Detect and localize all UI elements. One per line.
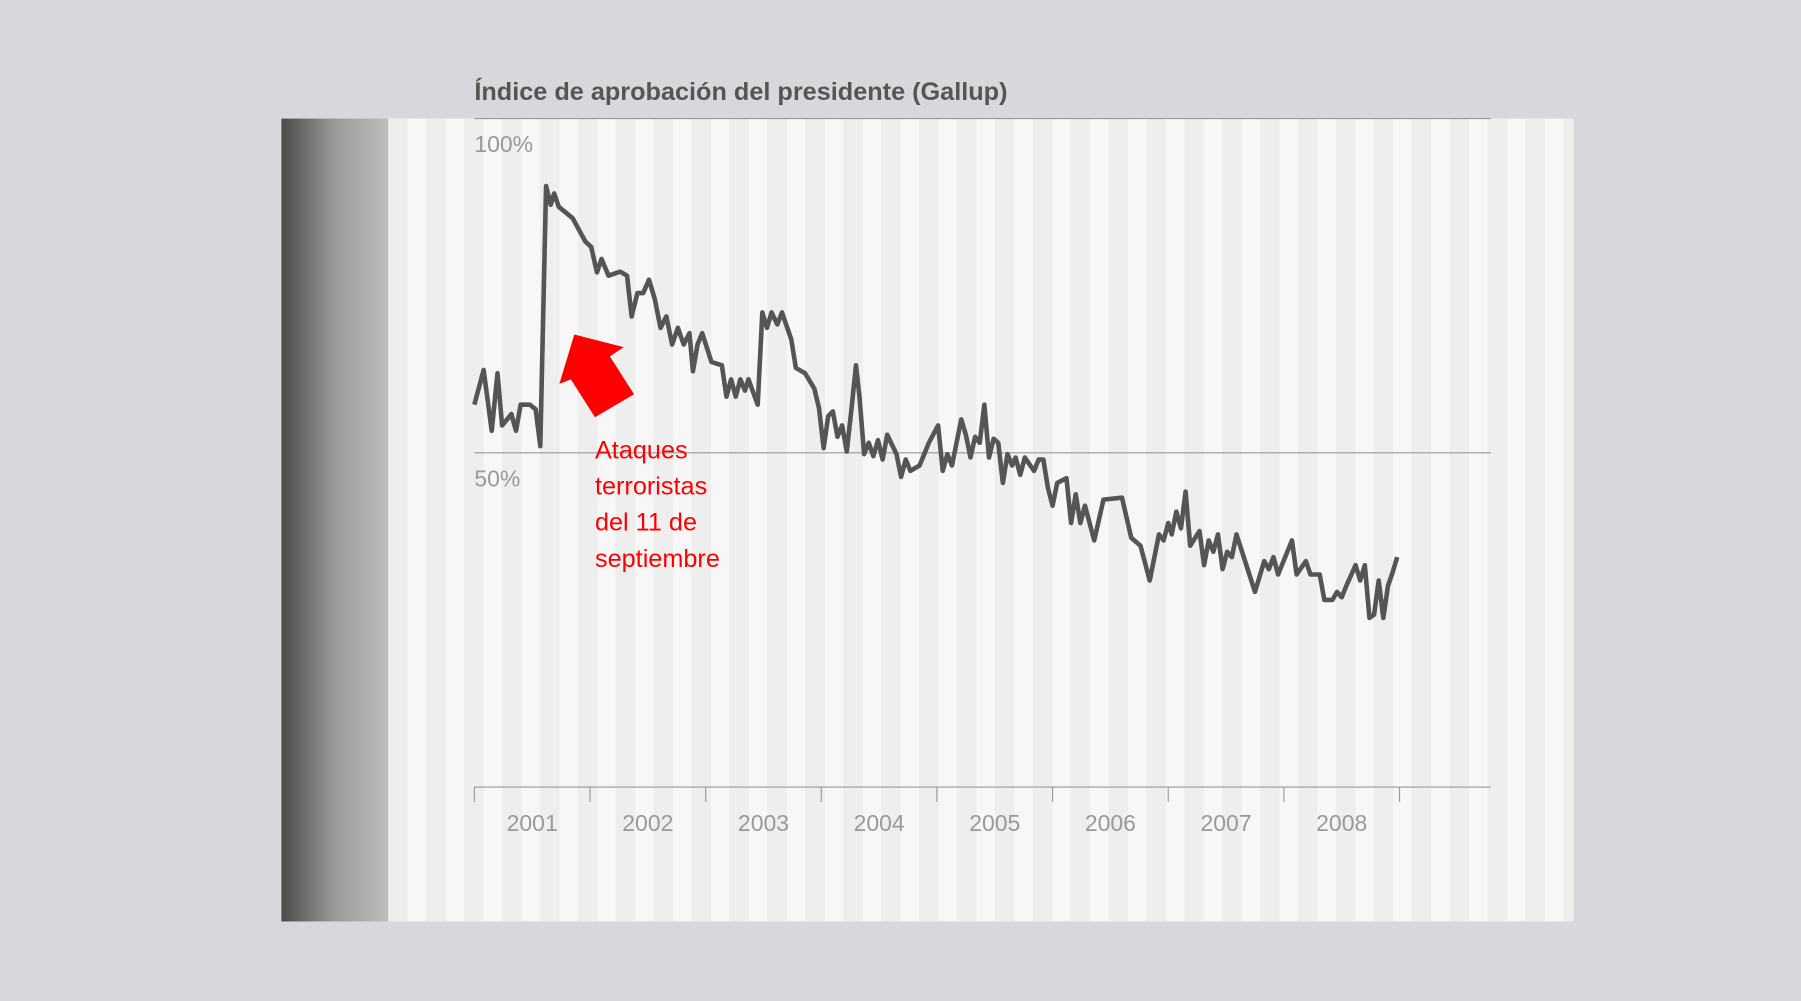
chart-title: Índice de aprobación del presidente (Gal… <box>474 77 1007 106</box>
x-tick-label: 2006 <box>1085 810 1136 836</box>
portrait-photo <box>281 118 389 922</box>
y-tick-label: 50% <box>474 465 520 491</box>
chart-panel <box>388 118 1574 922</box>
annotation-text: Ataques <box>595 436 688 464</box>
x-tick-label: 2003 <box>738 810 789 836</box>
x-tick-label: 2004 <box>854 810 905 836</box>
x-tick-label: 2001 <box>507 810 558 836</box>
annotation-text: septiembre <box>595 545 720 573</box>
x-tick-label: 2005 <box>969 810 1020 836</box>
x-tick-label: 2008 <box>1316 810 1367 836</box>
x-tick-label: 2002 <box>622 810 673 836</box>
x-tick-label: 2007 <box>1201 810 1252 836</box>
annotation-text: del 11 de <box>595 509 697 537</box>
line-series <box>472 183 1400 621</box>
annotation-arrow <box>559 334 635 418</box>
annotation-text: terroristas <box>595 473 707 501</box>
y-tick-label: 100% <box>474 131 533 157</box>
